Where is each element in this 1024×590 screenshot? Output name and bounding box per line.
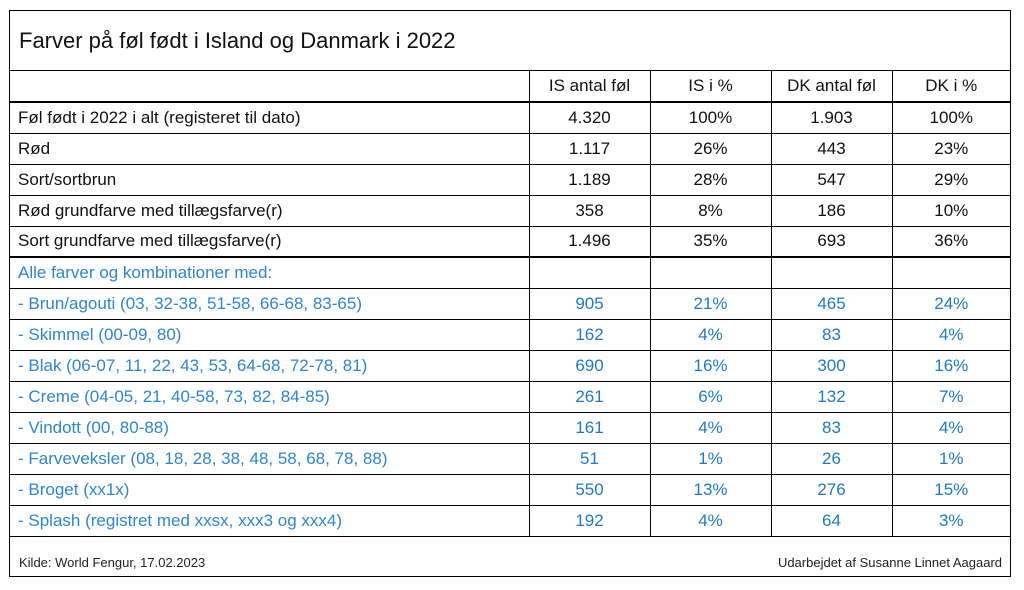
title-bar: Farver på føl født i Island og Danmark i… (10, 11, 1010, 71)
is-count-cell: 1.117 (528, 133, 650, 165)
is-count-cell: 162 (528, 319, 650, 351)
table-row: - Blak (06-07, 11, 22, 43, 53, 64-68, 72… (10, 350, 1010, 382)
is-count-cell: 690 (528, 350, 650, 382)
data-table: IS antal føl IS i % DK antal føl DK i % … (10, 71, 1010, 537)
dk-pct-cell: 16% (891, 350, 1010, 382)
is-pct-cell: 4% (649, 412, 771, 444)
table-row: - Brun/agouti (03, 32-38, 51-58, 66-68, … (10, 288, 1010, 320)
dk-pct-cell: 3% (891, 505, 1010, 537)
dk-count-cell: 83 (770, 412, 892, 444)
is-pct-cell: 4% (649, 319, 771, 351)
empty-cell (528, 257, 650, 289)
is-pct-cell: 8% (649, 195, 771, 227)
row-label: Sort grundfarve med tillægsfarve(r) (10, 226, 529, 258)
dk-count-cell: 1.903 (770, 102, 892, 134)
header-cell-dk-count: DK antal føl (770, 71, 892, 103)
is-pct-cell: 100% (649, 102, 771, 134)
is-pct-cell: 35% (649, 226, 771, 258)
dk-pct-cell: 4% (891, 319, 1010, 351)
is-count-cell: 261 (528, 381, 650, 413)
author-note: Udarbejdet af Susanne Linnet Aagaard (777, 555, 1002, 570)
row-label: - Broget (xx1x) (10, 474, 529, 506)
dk-pct-cell: 10% (891, 195, 1010, 227)
source-note: Kilde: World Fengur, 17.02.2023 (19, 555, 206, 570)
row-label: Føl født i 2022 i alt (registeret til da… (10, 102, 529, 134)
is-count-cell: 1.496 (528, 226, 650, 258)
table-row: Rød grundfarve med tillægsfarve(r) 358 8% 1… (10, 195, 1010, 227)
is-count-cell: 161 (528, 412, 650, 444)
row-label: Rød (10, 133, 529, 165)
row-label: - Farveveksler (08, 18, 28, 38, 48, 58, … (10, 443, 529, 475)
table-row: - Farveveksler (08, 18, 28, 38, 48, 58, … (10, 443, 1010, 475)
row-label: - Skimmel (00-09, 80) (10, 319, 529, 351)
is-pct-cell: 4% (649, 505, 771, 537)
is-count-cell: 4.320 (528, 102, 650, 134)
empty-cell (770, 257, 892, 289)
dk-pct-cell: 29% (891, 164, 1010, 196)
is-pct-cell: 13% (649, 474, 771, 506)
dk-count-cell: 64 (770, 505, 892, 537)
dk-pct-cell: 1% (891, 443, 1010, 475)
dk-pct-cell: 4% (891, 412, 1010, 444)
table-row: Sort grundfarve med tillægsfarve(r) 1.496… (10, 226, 1010, 258)
dk-count-cell: 465 (770, 288, 892, 320)
header-cell-dk-pct: DK i % (891, 71, 1010, 103)
dk-pct-cell: 24% (891, 288, 1010, 320)
dk-count-cell: 300 (770, 350, 892, 382)
row-label: - Vindott (00, 80-88) (10, 412, 529, 444)
is-count-cell: 905 (528, 288, 650, 320)
row-label: Sort/sortbrun (10, 164, 529, 196)
dk-pct-cell: 100% (891, 102, 1010, 134)
is-pct-cell: 26% (649, 133, 771, 165)
is-count-cell: 550 (528, 474, 650, 506)
is-pct-cell: 16% (649, 350, 771, 382)
row-label: - Blak (06-07, 11, 22, 43, 53, 64-68, 72… (10, 350, 529, 382)
dk-count-cell: 186 (770, 195, 892, 227)
dk-pct-cell: 15% (891, 474, 1010, 506)
dk-pct-cell: 7% (891, 381, 1010, 413)
section-label: Alle farver og kombinationer med: (10, 257, 529, 289)
dk-count-cell: 693 (770, 226, 892, 258)
table-row: - Vindott (00, 80-88) 161 4% 83 4% (10, 412, 1010, 444)
empty-cell (649, 257, 771, 289)
row-label: - Brun/agouti (03, 32-38, 51-58, 66-68, … (10, 288, 529, 320)
header-row: IS antal føl IS i % DK antal føl DK i % (10, 71, 1010, 103)
table-row: Føl født i 2022 i alt (registeret til da… (10, 102, 1010, 134)
row-label: Rød grundfarve med tillægsfarve(r) (10, 195, 529, 227)
dk-pct-cell: 23% (891, 133, 1010, 165)
dk-pct-cell: 36% (891, 226, 1010, 258)
page-title: Farver på føl født i Island og Danmark i… (19, 28, 456, 53)
table-row: Sort/sortbrun 1.189 28% 547 29% (10, 164, 1010, 196)
row-label: - Splash (registret med xxsx, xxx3 og xx… (10, 505, 529, 537)
table-row: - Skimmel (00-09, 80) 162 4% 83 4% (10, 319, 1010, 351)
table-row: - Creme (04-05, 21, 40-58, 73, 82, 84-85… (10, 381, 1010, 413)
is-count-cell: 358 (528, 195, 650, 227)
is-pct-cell: 6% (649, 381, 771, 413)
dk-count-cell: 26 (770, 443, 892, 475)
section-header-row: Alle farver og kombinationer med: (10, 257, 1010, 289)
table-frame (9, 10, 1011, 577)
is-count-cell: 51 (528, 443, 650, 475)
row-label: - Creme (04-05, 21, 40-58, 73, 82, 84-85… (10, 381, 529, 413)
table-body: IS antal føl IS i % DK antal føl DK i % … (10, 71, 1010, 537)
dk-count-cell: 132 (770, 381, 892, 413)
header-cell-is-count: IS antal føl (528, 71, 650, 103)
table-row: Rød 1.117 26% 443 23% (10, 133, 1010, 165)
footer: Kilde: World Fengur, 17.02.2023 Udarbejd… (10, 550, 1010, 576)
is-pct-cell: 21% (649, 288, 771, 320)
table-row: - Splash (registret med xxsx, xxx3 og xx… (10, 505, 1010, 537)
is-pct-cell: 28% (649, 164, 771, 196)
dk-count-cell: 276 (770, 474, 892, 506)
empty-cell (891, 257, 1010, 289)
is-count-cell: 1.189 (528, 164, 650, 196)
header-cell-label (10, 71, 529, 103)
header-cell-is-pct: IS i % (649, 71, 771, 103)
dk-count-cell: 443 (770, 133, 892, 165)
dk-count-cell: 547 (770, 164, 892, 196)
is-pct-cell: 1% (649, 443, 771, 475)
is-count-cell: 192 (528, 505, 650, 537)
dk-count-cell: 83 (770, 319, 892, 351)
table-row: - Broget (xx1x) 550 13% 276 15% (10, 474, 1010, 506)
